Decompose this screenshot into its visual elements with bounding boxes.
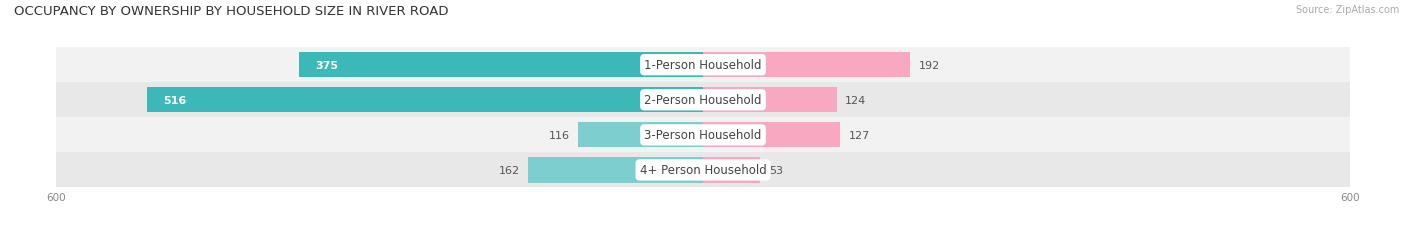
- Text: 3-Person Household: 3-Person Household: [644, 129, 762, 142]
- Text: 516: 516: [163, 95, 186, 105]
- Text: OCCUPANCY BY OWNERSHIP BY HOUSEHOLD SIZE IN RIVER ROAD: OCCUPANCY BY OWNERSHIP BY HOUSEHOLD SIZE…: [14, 5, 449, 18]
- Text: Source: ZipAtlas.com: Source: ZipAtlas.com: [1295, 5, 1399, 15]
- Bar: [56, 83, 1350, 118]
- Text: 4+ Person Household: 4+ Person Household: [640, 164, 766, 177]
- Bar: [56, 153, 1350, 188]
- Text: 127: 127: [849, 130, 870, 140]
- Text: 124: 124: [845, 95, 866, 105]
- Text: 2-Person Household: 2-Person Household: [644, 94, 762, 107]
- Text: 375: 375: [315, 61, 337, 70]
- Bar: [703, 53, 910, 78]
- Bar: [703, 123, 839, 148]
- Bar: [146, 88, 703, 113]
- Text: 162: 162: [499, 165, 520, 175]
- Text: 1-Person Household: 1-Person Household: [644, 59, 762, 72]
- Text: 53: 53: [769, 165, 783, 175]
- Bar: [703, 88, 837, 113]
- Bar: [703, 158, 761, 183]
- Bar: [298, 53, 703, 78]
- Bar: [578, 123, 703, 148]
- Bar: [529, 158, 703, 183]
- Text: 192: 192: [918, 61, 939, 70]
- Text: 116: 116: [548, 130, 569, 140]
- Bar: [56, 118, 1350, 153]
- Bar: [56, 48, 1350, 83]
